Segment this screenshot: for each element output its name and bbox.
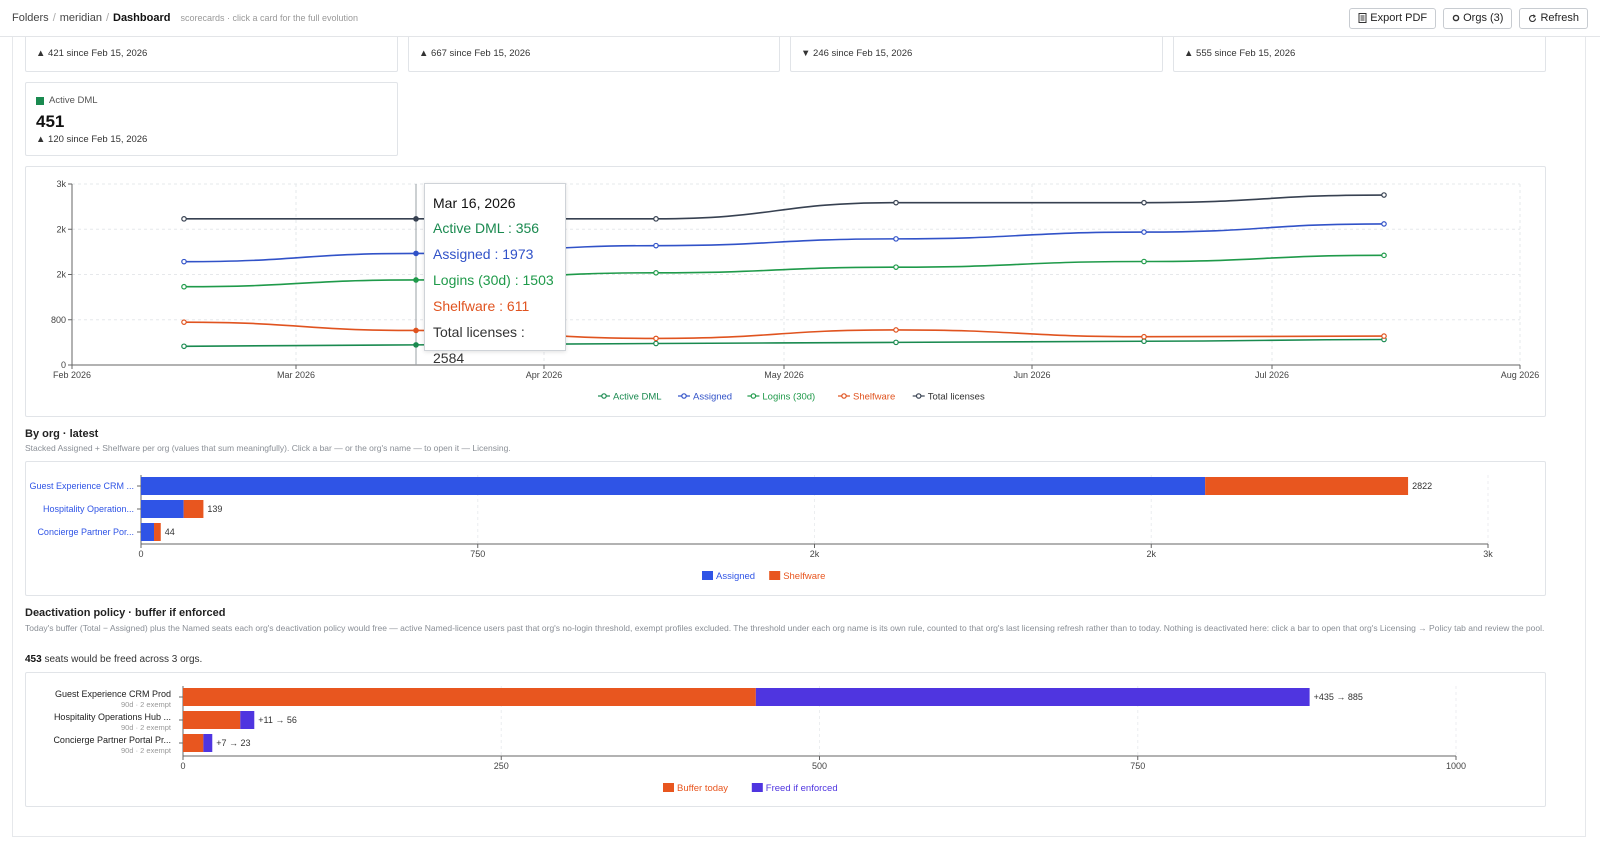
document-icon xyxy=(1358,13,1367,23)
series-color-swatch xyxy=(36,96,44,105)
orgs-label: Orgs (3) xyxy=(1463,12,1504,24)
top-bar: Folders / meridian / Dashboard scorecards · … xyxy=(0,0,1600,37)
tooltip-line: Total licenses : 2584 xyxy=(433,324,525,366)
scorecard-active-dml[interactable]: Active DML 451 ▲ 120 since Feb 15, 2026 xyxy=(25,82,398,156)
breadcrumb-hint: scorecards · click a card for the full e… xyxy=(180,13,359,23)
evolution-chart-card xyxy=(25,166,1546,417)
deactivation-title: Deactivation policy · buffer if enforced xyxy=(25,607,226,619)
refresh-label: Refresh xyxy=(1540,12,1579,24)
tooltip-line: Shelfware : 611 xyxy=(433,298,530,314)
scorecard-label-text: Active DML xyxy=(49,95,98,106)
refresh-button[interactable]: Refresh xyxy=(1519,7,1588,29)
orgs-button[interactable]: Orgs (3) xyxy=(1443,7,1513,29)
deactivation-subtitle: Today's buffer (Total − Assigned) plus t… xyxy=(25,623,1545,633)
by-org-chart-card xyxy=(25,461,1546,596)
by-org-subtitle: Stacked Assigned + Shelfware per org (va… xyxy=(25,443,511,453)
breadcrumb: Folders / meridian / Dashboard xyxy=(12,12,171,24)
tooltip-line: Assigned : 1973 xyxy=(433,246,534,262)
breadcrumb-meridian[interactable]: meridian xyxy=(59,12,102,24)
breadcrumb-current: Dashboard xyxy=(113,12,171,24)
export-pdf-button[interactable]: Export PDF xyxy=(1349,7,1437,29)
scorecard-label: Active DML xyxy=(36,95,98,106)
export-pdf-label: Export PDF xyxy=(1370,12,1428,24)
chart-tooltip: Mar 16, 2026 Active DML : 356 Assigned : … xyxy=(424,183,566,366)
freed-count: 453 xyxy=(25,654,42,665)
refresh-icon xyxy=(1529,13,1537,22)
scorecard-value: 451 xyxy=(36,112,65,131)
scorecard-delta: ▲ 421 since Feb 15, 2026 xyxy=(36,48,148,59)
tooltip-line: Active DML : 356 xyxy=(433,220,540,236)
scorecard-delta: ▼ 246 since Feb 15, 2026 xyxy=(801,48,913,59)
freed-summary: 453 seats would be freed across 3 orgs. xyxy=(25,654,202,665)
deactivation-chart-card xyxy=(25,672,1546,807)
tooltip-line: Logins (30d) : 1503 xyxy=(433,272,554,288)
by-org-title: By org · latest xyxy=(25,428,99,440)
tooltip-date: Mar 16, 2026 xyxy=(433,195,516,211)
scorecard-delta: ▲ 667 since Feb 15, 2026 xyxy=(419,48,531,59)
freed-text: seats would be freed across 3 orgs. xyxy=(44,654,203,665)
scorecard-delta: ▲ 120 since Feb 15, 2026 xyxy=(36,134,148,145)
breadcrumb-folders[interactable]: Folders xyxy=(12,12,49,24)
gear-icon xyxy=(1452,14,1460,22)
scorecard-delta: ▲ 555 since Feb 15, 2026 xyxy=(1184,48,1296,59)
page-frame xyxy=(12,37,1586,837)
